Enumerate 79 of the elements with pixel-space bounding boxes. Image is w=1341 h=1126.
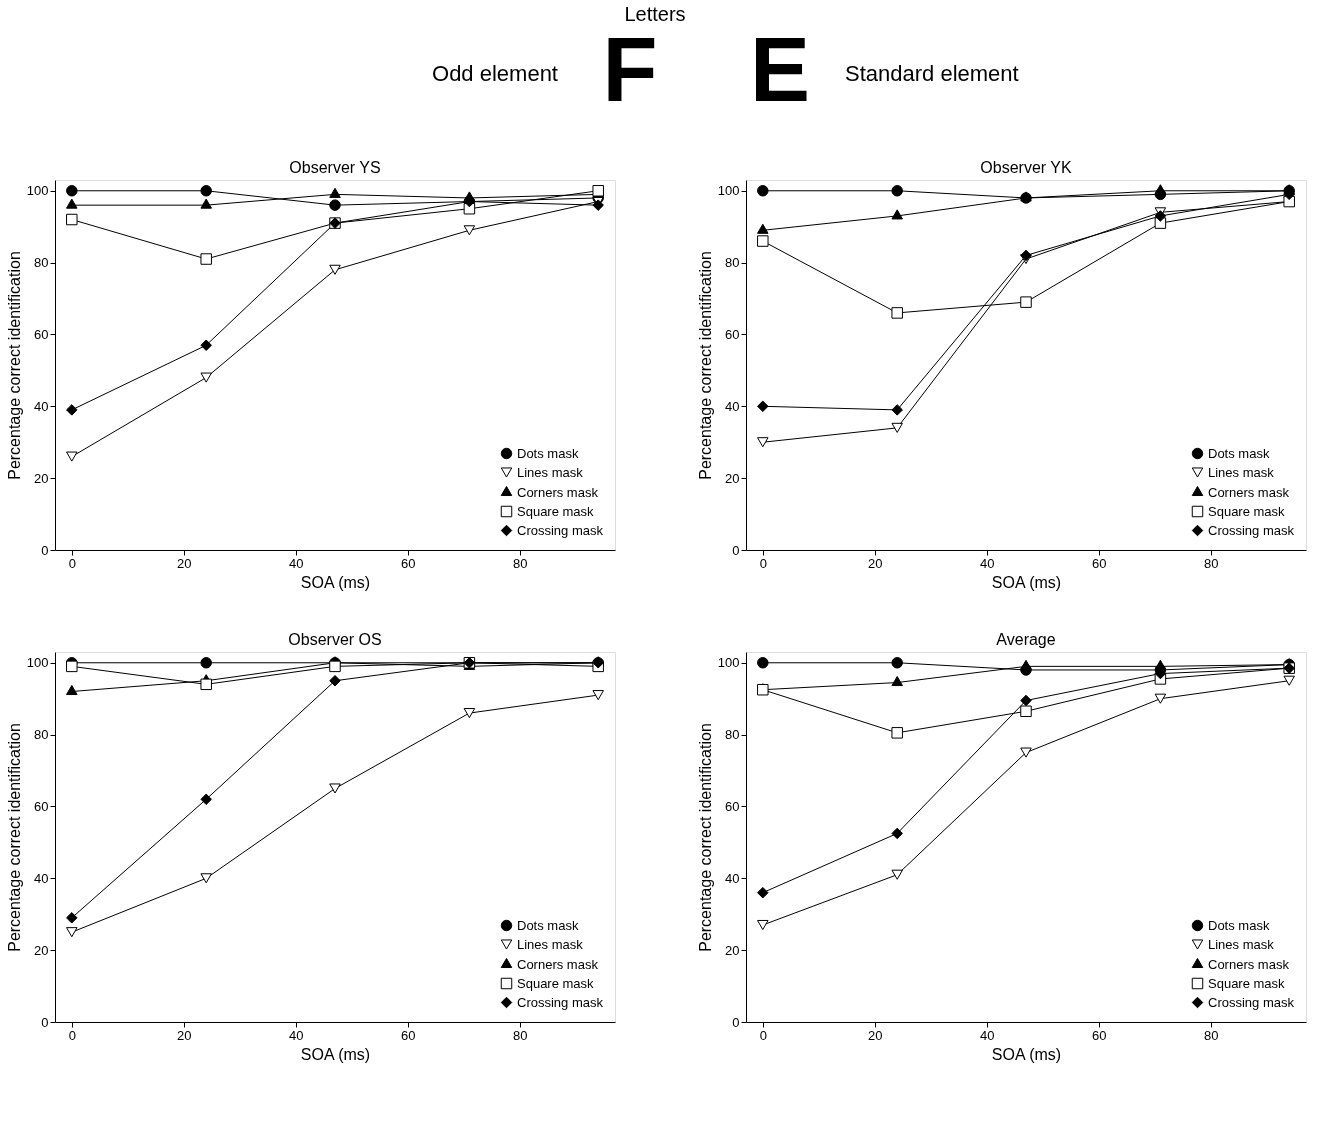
x-axis-title: SOA (ms) [300,573,371,591]
legend-label: Crossing mask [517,994,604,1010]
x-axis-title: SOA (ms) [991,573,1062,591]
chart-title: Observer YK [980,159,1072,176]
text: Standard element [845,61,1019,86]
legend-label: Lines mask [1208,464,1275,480]
legend-label: Lines mask [517,936,584,952]
chart-title: Observer YS [289,159,381,176]
x-tick-label: 60 [401,555,416,571]
legend-label: Square mask [1208,975,1286,991]
y-tick-label: 20 [725,942,740,958]
y-axis-title: Percentage correct identification [5,723,23,952]
y-tick-label: 40 [725,398,740,414]
x-tick-label: 80 [513,555,528,571]
y-tick-label: 0 [41,542,49,558]
legend-label: Square mask [1208,503,1286,519]
y-tick-label: 40 [725,870,740,886]
text: Odd element [432,61,558,86]
y-tick-label: 80 [725,255,740,271]
y-tick-label: 40 [34,398,49,414]
y-tick-label: 100 [717,183,740,199]
y-tick-label: 80 [725,727,740,743]
y-tick-label: 100 [26,183,49,199]
y-tick-label: 60 [725,798,740,814]
y-axis-title: Percentage correct identification [5,251,23,480]
y-tick-label: 0 [732,1014,740,1030]
legend-label: Dots mask [517,917,579,933]
y-tick-label: 80 [34,255,49,271]
legend-label: Lines mask [517,464,584,480]
x-tick-label: 40 [980,555,995,571]
x-tick-label: 60 [1092,555,1107,571]
chart-title: Observer OS [288,631,382,648]
legend-label: Dots mask [1208,917,1270,933]
legend-label: Lines mask [1208,936,1275,952]
y-tick-label: 0 [732,542,740,558]
x-tick-label: 80 [1204,1027,1219,1043]
y-tick-label: 20 [725,470,740,486]
x-tick-label: 0 [759,1027,767,1043]
y-tick-label: 60 [725,326,740,342]
y-axis-title: Percentage correct identification [696,251,714,480]
y-tick-label: 100 [717,655,740,671]
x-tick-label: 20 [868,555,883,571]
y-tick-label: 20 [34,942,49,958]
legend-label: Corners mask [1208,484,1290,500]
x-tick-label: 0 [759,555,767,571]
x-tick-label: 40 [289,1027,304,1043]
x-axis-title: SOA (ms) [300,1045,371,1063]
legend-label: Dots mask [517,445,579,461]
x-tick-label: 20 [177,1027,192,1043]
x-tick-label: 60 [401,1027,416,1043]
legend-label: Crossing mask [517,522,604,538]
y-tick-label: 60 [34,326,49,342]
x-tick-label: 60 [1092,1027,1107,1043]
legend-label: Crossing mask [1208,522,1295,538]
legend-label: Dots mask [1208,445,1270,461]
y-tick-label: 0 [41,1014,49,1030]
y-tick-label: 100 [26,655,49,671]
x-tick-label: 0 [68,1027,76,1043]
y-tick-label: 80 [34,727,49,743]
y-tick-label: 40 [34,870,49,886]
legend-label: Corners mask [517,484,599,500]
x-tick-label: 20 [868,1027,883,1043]
x-tick-label: 0 [68,555,76,571]
legend-label: Corners mask [1208,956,1290,972]
y-tick-label: 60 [34,798,49,814]
x-tick-label: 40 [980,1027,995,1043]
text: E [749,20,811,120]
chart-title: Average [996,631,1056,648]
x-tick-label: 80 [513,1027,528,1043]
y-tick-label: 20 [34,470,49,486]
x-tick-label: 80 [1204,555,1219,571]
legend-label: Corners mask [517,956,599,972]
y-axis-title: Percentage correct identification [696,723,714,952]
x-tick-label: 40 [289,555,304,571]
x-tick-label: 20 [177,555,192,571]
legend-label: Square mask [517,503,595,519]
legend-label: Crossing mask [1208,994,1295,1010]
x-axis-title: SOA (ms) [991,1045,1062,1063]
legend-label: Square mask [517,975,595,991]
